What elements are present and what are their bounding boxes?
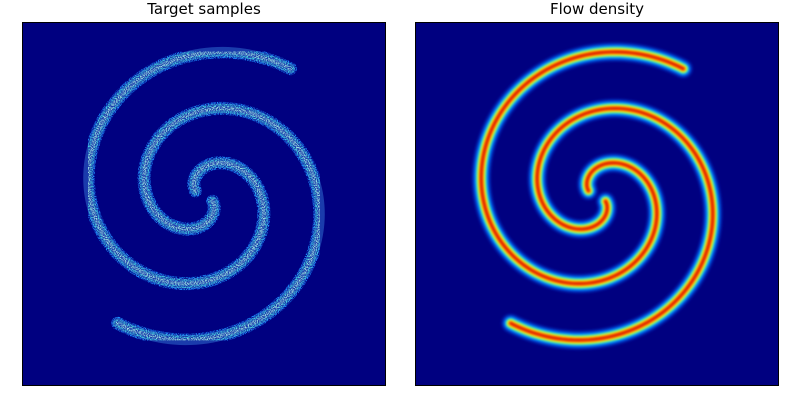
panel-title-flow-density: Flow density <box>549 0 644 18</box>
panel-title-target-samples: Target samples <box>147 0 261 18</box>
flow-density-image <box>416 23 778 385</box>
flow-density-plot <box>415 22 779 386</box>
spiral-arm-samples-core-2 <box>86 49 293 286</box>
target-samples-plot <box>22 22 386 386</box>
spiral-arm-density-red-2 <box>480 51 685 285</box>
spiral-arm-samples-core-1 <box>115 106 322 343</box>
spiral-arm-density-red-1 <box>509 107 714 341</box>
target-samples-image <box>23 23 385 385</box>
spiral-arm-samples-haze-2 <box>83 46 296 289</box>
spiral-arm-samples-haze-1 <box>112 103 325 346</box>
